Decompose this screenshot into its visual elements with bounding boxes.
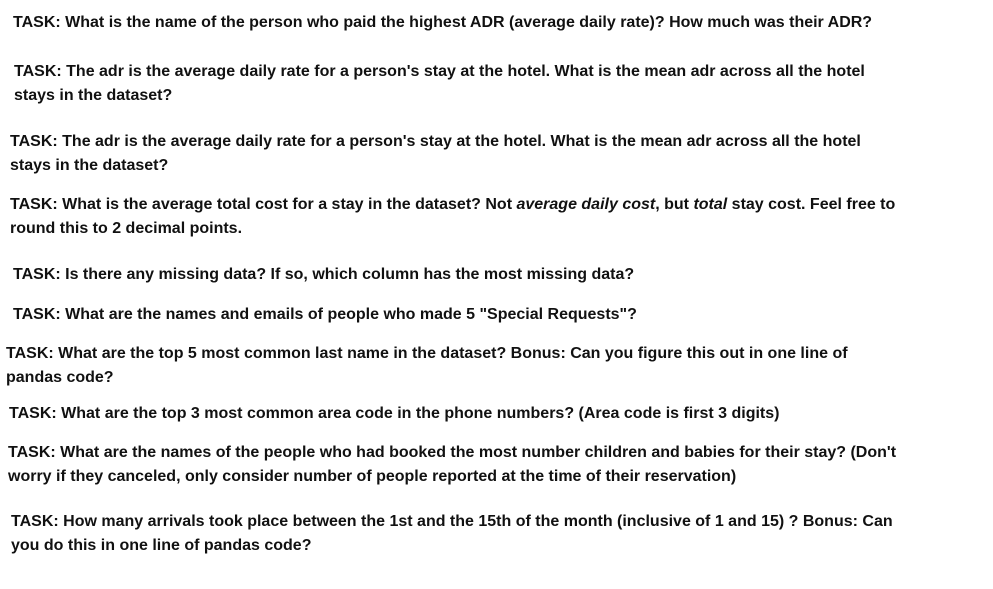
task-missing-data: TASK: Is there any missing data? If so, … bbox=[13, 263, 634, 287]
task-children-babies: TASK: What are the names of the people w… bbox=[8, 441, 993, 489]
task-text: TASK: What is the average total cost for… bbox=[10, 196, 517, 213]
task-highest-adr: TASK: What is the name of the person who… bbox=[13, 11, 872, 35]
task-text: you do this in one line of pandas code? bbox=[11, 537, 312, 554]
task-text: , but bbox=[655, 196, 694, 213]
task-text: pandas code? bbox=[6, 369, 114, 386]
task-mean-adr: TASK: The adr is the average daily rate … bbox=[14, 60, 865, 108]
task-text: stays in the dataset? bbox=[10, 157, 169, 174]
task-text: TASK: What are the names of the people w… bbox=[8, 444, 897, 461]
task-text: TASK: What is the name of the person who… bbox=[13, 14, 873, 31]
task-emphasis-average-daily-cost: average daily cost bbox=[516, 196, 656, 213]
task-text: TASK: The adr is the average daily rate … bbox=[14, 63, 865, 80]
task-arrivals-first-half: TASK: How many arrivals took place betwe… bbox=[11, 510, 893, 558]
task-text: TASK: How many arrivals took place betwe… bbox=[11, 513, 893, 530]
task-text: TASK: Is there any missing data? If so, … bbox=[13, 266, 635, 283]
task-area-codes: TASK: What are the top 3 most common are… bbox=[9, 402, 779, 426]
task-text: stay cost. Feel free to bbox=[727, 196, 896, 213]
task-common-last-names: TASK: What are the top 5 most common las… bbox=[6, 342, 848, 390]
task-special-requests: TASK: What are the names and emails of p… bbox=[13, 303, 637, 327]
task-text: round this to 2 decimal points. bbox=[10, 220, 243, 237]
task-mean-adr-duplicate: TASK: The adr is the average daily rate … bbox=[10, 130, 861, 178]
task-emphasis-total: total bbox=[693, 196, 728, 213]
task-average-total-cost: TASK: What is the average total cost for… bbox=[10, 193, 993, 241]
task-text: TASK: The adr is the average daily rate … bbox=[10, 133, 861, 150]
task-text: TASK: What are the top 5 most common las… bbox=[6, 345, 848, 362]
task-text: TASK: What are the names and emails of p… bbox=[13, 306, 637, 323]
task-line: TASK: What is the average total cost for… bbox=[10, 193, 993, 217]
task-text: TASK: What are the top 3 most common are… bbox=[9, 405, 780, 422]
task-text: stays in the dataset? bbox=[14, 87, 173, 104]
task-text: worry if they canceled, only consider nu… bbox=[8, 468, 737, 485]
